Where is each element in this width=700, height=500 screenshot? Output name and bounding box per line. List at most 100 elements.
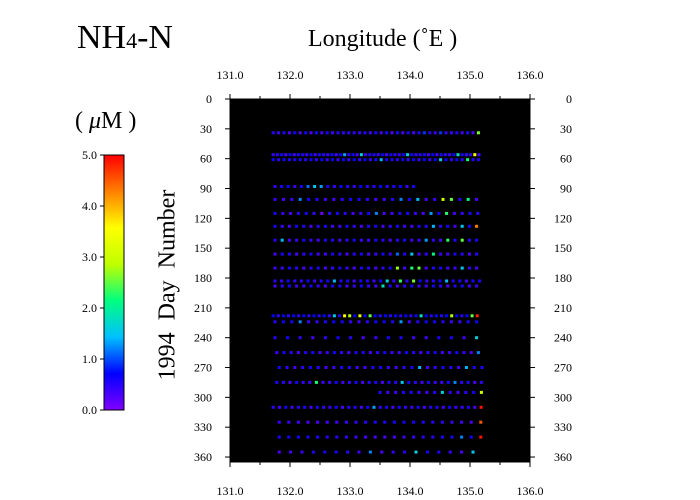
data-point [460,252,464,256]
data-point [421,420,425,424]
data-point [429,314,433,318]
data-point [437,211,441,215]
data-point [406,158,410,162]
data-point [475,197,479,201]
data-point [359,279,363,283]
data-point [298,320,302,324]
y-tick-label-right: 210 [554,301,572,315]
data-point [325,351,329,355]
data-point [316,252,320,256]
y-tick-label-right: 330 [554,420,572,434]
colorbar-tick-label: 3.0 [82,250,97,264]
data-point [335,420,339,424]
data-point [433,390,437,394]
data-point [431,279,435,283]
data-point [323,224,327,228]
data-point [271,153,275,157]
data-point [352,266,356,270]
data-point [280,153,284,157]
data-point [374,224,378,228]
data-point [363,131,367,135]
data-point [322,153,326,157]
data-point [386,390,390,394]
data-point [280,252,284,256]
data-point [374,197,378,201]
data-point [445,279,449,283]
data-point [426,351,430,355]
data-point [406,153,410,157]
data-point [309,405,313,409]
data-point [354,380,358,384]
data-point [434,314,438,318]
data-point [429,405,433,409]
data-point [446,252,450,256]
data-point [455,131,459,135]
data-point [433,197,437,201]
data-point [331,158,335,162]
y-tick-label-left: 150 [194,241,212,255]
data-point [381,224,385,228]
data-point [439,238,443,242]
data-point [455,314,459,318]
data-point [385,405,389,409]
data-point [332,366,336,369]
data-point [288,153,292,157]
data-point [346,450,350,454]
colorbar-unit-label: ( μM ) [75,108,137,134]
data-point [341,158,345,162]
x-tick-label-bottom: 131.0 [217,484,244,498]
data-point [471,279,475,283]
data-point [452,153,456,157]
y-tick-label-right: 60 [560,152,572,166]
data-point [281,380,285,384]
data-point [473,405,477,409]
data-point [365,320,369,324]
data-point [347,366,351,369]
data-point [439,224,443,228]
data-point [418,279,422,283]
data-point [395,284,399,288]
data-point [309,158,313,162]
data-point [361,380,365,384]
data-point [439,158,443,162]
data-point [431,435,435,439]
data-point [352,131,356,135]
data-point [336,131,340,135]
data-point [448,450,452,454]
data-point [403,284,407,288]
data-point [349,320,353,324]
data-point [374,320,378,324]
data-point [316,224,320,228]
data-point [460,420,464,424]
data-point [334,153,338,157]
data-point [395,224,399,228]
data-point [449,320,453,324]
data-point [466,380,470,384]
x-tick-label-top: 134.0 [397,68,424,82]
data-point [387,380,391,384]
data-point [398,211,402,215]
x-tick-label-bottom: 132.0 [277,484,304,498]
data-point [404,314,408,318]
data-point [365,185,369,188]
data-point [355,366,359,369]
data-point [417,158,421,162]
data-point [407,380,411,384]
data-point [374,131,378,135]
data-point [368,153,372,157]
data-point [352,185,356,188]
data-point [374,336,378,340]
data-point [343,211,347,215]
data-point [401,153,405,157]
data-point [401,131,405,135]
data-point [332,197,336,201]
data-point [302,238,306,242]
data-point [282,131,286,135]
data-point [296,351,300,355]
data-point [446,224,450,228]
data-point [446,380,450,384]
data-point [309,238,313,242]
data-point [453,380,457,384]
data-point [317,314,321,318]
data-point [460,158,464,162]
